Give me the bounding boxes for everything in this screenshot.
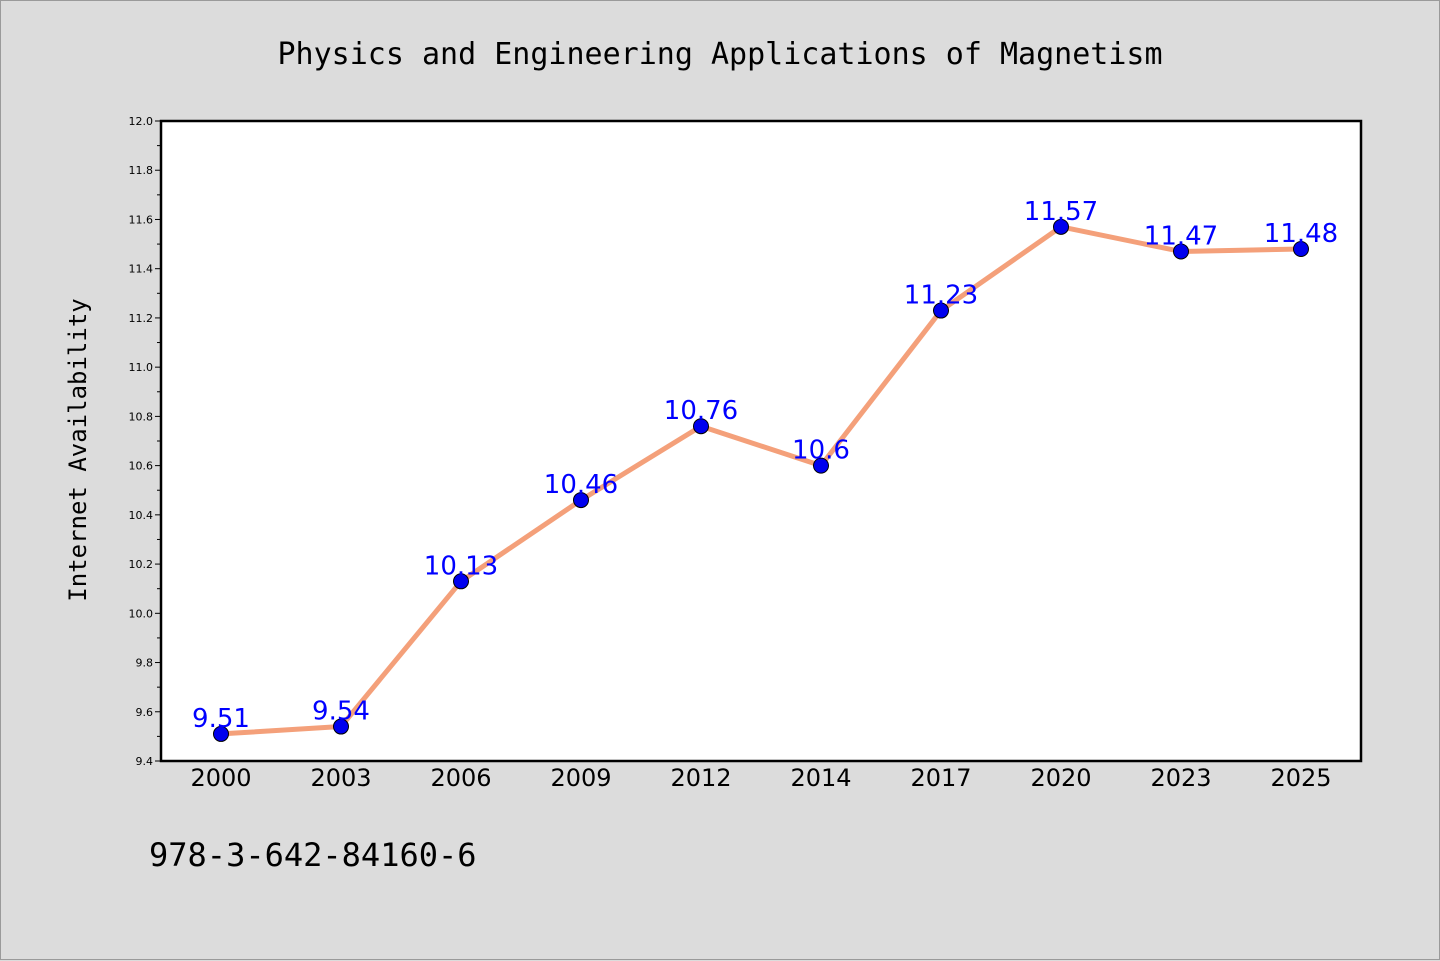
x-tick-label: 2009 [550, 764, 611, 792]
data-label: 10.46 [544, 470, 618, 500]
x-tick-label: 2025 [1270, 764, 1331, 792]
x-tick-label: 2023 [1150, 764, 1211, 792]
series-line-layer [218, 224, 1304, 737]
data-label: 11.48 [1264, 219, 1338, 249]
data-label: 11.23 [904, 281, 978, 311]
data-point-marker [453, 573, 469, 590]
data-label: 10.13 [424, 551, 498, 581]
y-tick-label: 12.0 [129, 115, 154, 128]
y-tick-label: 10.6 [129, 460, 154, 473]
data-label: 9.54 [312, 697, 370, 727]
data-point-marker [213, 725, 229, 742]
data-point-marker [933, 302, 949, 319]
x-tick-label: 2020 [1030, 764, 1091, 792]
data-point-marker [1173, 243, 1189, 260]
y-tick-label: 9.8 [136, 657, 154, 670]
y-tick-label: 10.0 [129, 607, 154, 620]
data-point-marker [333, 718, 349, 735]
data-label: 11.47 [1144, 221, 1218, 251]
data-label: 9.51 [192, 704, 250, 734]
data-label: 10.6 [792, 436, 850, 466]
data-label: 11.57 [1024, 197, 1098, 227]
y-axis-label: Internet Availability [64, 298, 92, 601]
data-point-marker [813, 457, 829, 474]
y-tick-label: 10.8 [129, 410, 154, 423]
y-tick-label: 11.0 [129, 361, 154, 374]
data-point-marker [693, 418, 709, 435]
x-tick-label: 2012 [670, 764, 731, 792]
axis-ticks: 9.4 9.6 9.8 10.0 10.2 10.4 10.6 10.8 11.0 11.2 11.… [129, 115, 1332, 792]
data-label-layer: 9.51 9.54 10.13 10.46 10.76 10.6 11.23 11.57 11.… [192, 197, 1338, 734]
x-tick-label: 2003 [310, 764, 371, 792]
y-tick-label: 11.2 [129, 312, 154, 325]
data-marker-layer [213, 218, 1309, 742]
data-point-marker [1053, 218, 1069, 235]
x-tick-label: 2017 [910, 764, 971, 792]
isbn-footer: 978-3-642-84160-6 [149, 836, 477, 874]
y-tick-label: 11.4 [129, 263, 154, 276]
y-tick-label: 11.8 [129, 164, 154, 177]
y-tick-label: 10.2 [129, 558, 154, 571]
y-tick-label: 10.4 [129, 509, 154, 522]
y-tick-label: 9.6 [136, 706, 154, 719]
chart-title: Physics and Engineering Applications of … [277, 37, 1162, 72]
data-label: 10.76 [664, 396, 738, 426]
y-tick-label: 9.4 [136, 755, 154, 768]
plot-frame [159, 119, 1363, 763]
x-tick-label: 2006 [430, 764, 491, 792]
x-tick-label: 2000 [190, 764, 251, 792]
x-tick-label: 2014 [790, 764, 851, 792]
series-line [218, 224, 1304, 737]
data-point-marker [573, 492, 589, 509]
data-point-marker [1293, 241, 1309, 257]
y-tick-label: 11.6 [129, 213, 154, 226]
plot-area [161, 121, 1361, 761]
